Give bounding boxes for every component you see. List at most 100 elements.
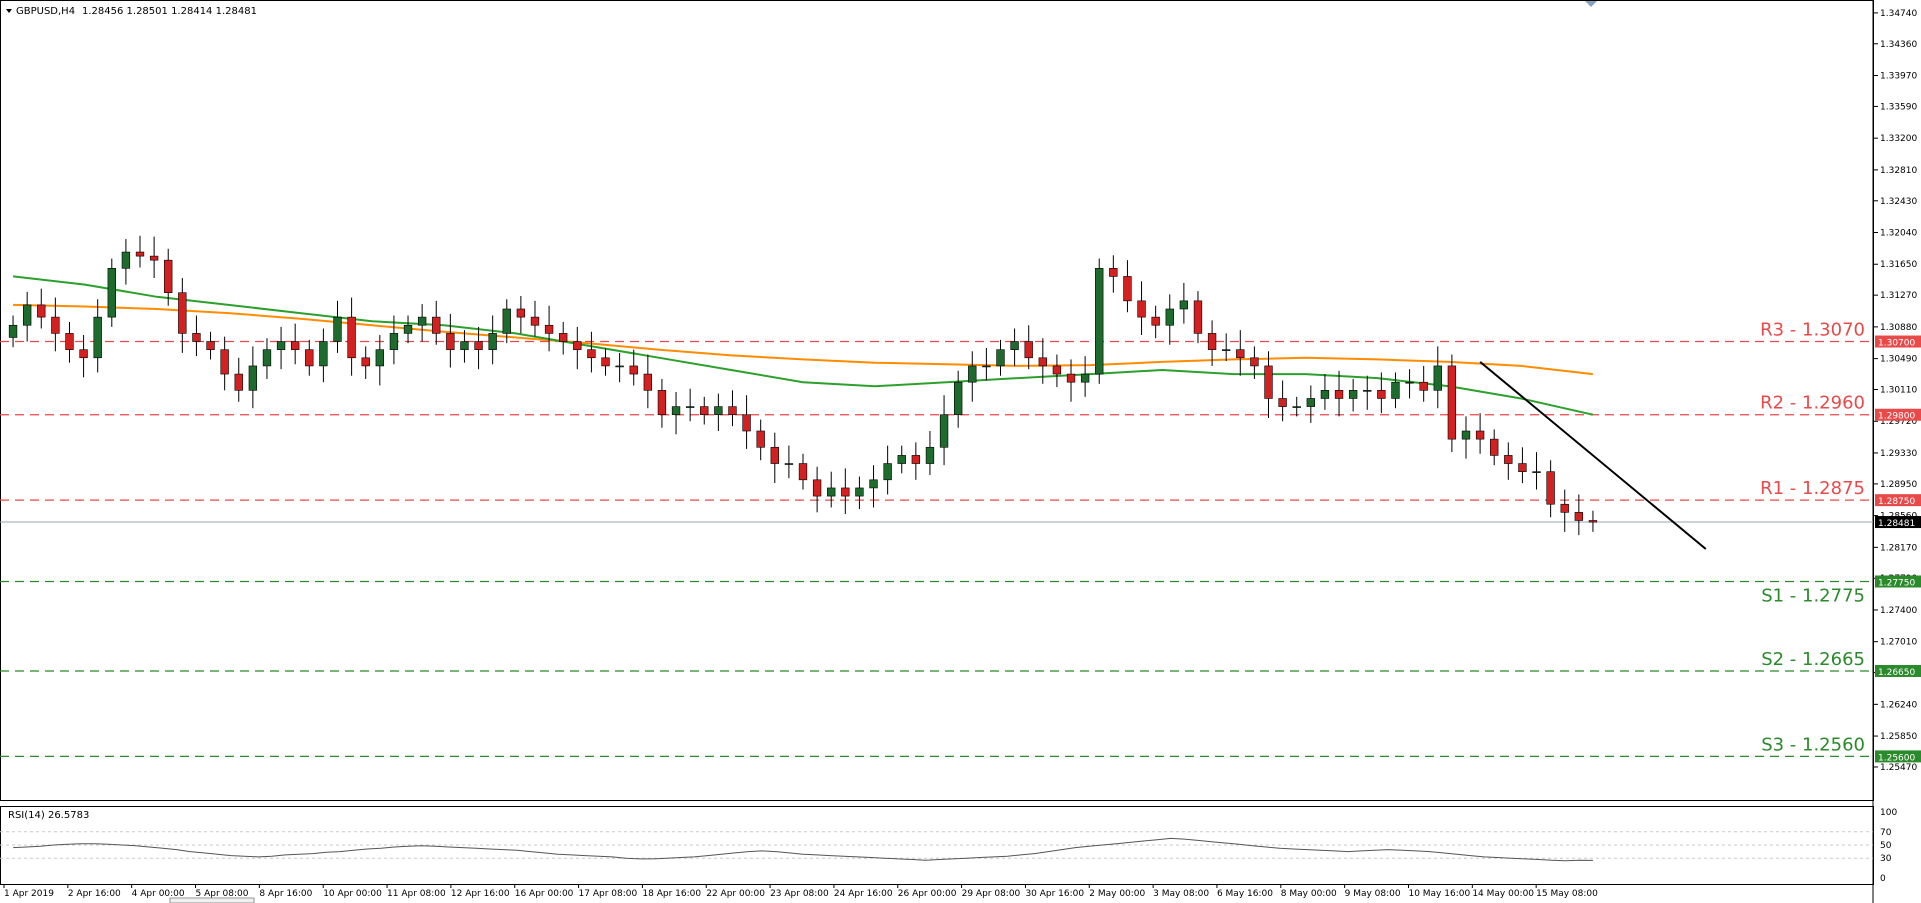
price-tick-label: 1.34360 bbox=[1880, 40, 1917, 50]
bull-candle bbox=[1179, 300, 1189, 310]
bull-candle bbox=[333, 316, 342, 342]
bear-candle bbox=[629, 365, 638, 375]
level-price-tag bbox=[1875, 408, 1921, 421]
time-tick-label: 17 Apr 08:00 bbox=[579, 889, 638, 899]
bear-candle bbox=[432, 316, 441, 334]
time-tick-label: 15 May 08:00 bbox=[1536, 889, 1598, 899]
price-tick-label: 1.31650 bbox=[1880, 260, 1917, 270]
time-tick-label: 9 May 08:00 bbox=[1345, 889, 1401, 899]
bull-candle bbox=[107, 268, 116, 318]
level-price-tag bbox=[1875, 750, 1921, 763]
bear-candle bbox=[643, 373, 653, 391]
price-tick-label: 1.33200 bbox=[1880, 134, 1917, 144]
bear-candle bbox=[1109, 268, 1118, 277]
bull-candle bbox=[939, 414, 949, 448]
time-tick-label: 1 Apr 2019 bbox=[4, 889, 54, 899]
bear-candle bbox=[178, 292, 187, 334]
level-label: S3 - 1.2560 bbox=[1761, 734, 1865, 755]
bear-candle bbox=[305, 349, 314, 367]
bull-candle bbox=[375, 349, 384, 367]
bear-candle bbox=[1123, 276, 1132, 302]
level-price-tag bbox=[1875, 335, 1921, 348]
bull-candle bbox=[1391, 381, 1400, 399]
bear-candle bbox=[911, 455, 921, 464]
bear-candle bbox=[290, 341, 300, 350]
bear-candle bbox=[206, 341, 215, 350]
time-tick-label: 23 Apr 08:00 bbox=[770, 889, 829, 899]
bear-candle bbox=[51, 316, 60, 334]
bull-candle bbox=[488, 333, 497, 350]
chart-tab[interactable] bbox=[169, 897, 255, 903]
level-label: R3 - 1.3070 bbox=[1760, 320, 1865, 341]
bear-candle bbox=[65, 333, 74, 350]
time-tick-label: 12 Apr 16:00 bbox=[451, 889, 510, 899]
bear-candle bbox=[798, 463, 808, 481]
price-tick-label: 1.33590 bbox=[1880, 102, 1917, 112]
bull-candle bbox=[276, 341, 286, 350]
ohlc-values: 1.28456 1.28501 1.28414 1.28481 bbox=[82, 6, 257, 17]
bull-candle bbox=[1433, 365, 1442, 391]
bear-candle bbox=[1066, 373, 1076, 383]
bear-candle bbox=[79, 349, 88, 359]
price-tick-label: 1.28950 bbox=[1880, 480, 1917, 490]
level-label: S1 - 1.2775 bbox=[1761, 585, 1865, 606]
price-tick-label: 1.27400 bbox=[1880, 606, 1917, 616]
time-tick-label: 10 May 16:00 bbox=[1408, 889, 1470, 899]
time-tick-label: 26 Apr 00:00 bbox=[898, 889, 957, 899]
current-price-tag-text: 1.28481 bbox=[1878, 519, 1915, 529]
rsi-layer: 100 70 50 30 0 bbox=[0, 808, 1897, 884]
ma-fast-line bbox=[13, 303, 1594, 376]
bull-candle bbox=[22, 304, 32, 326]
time-tick-label: 4 Apr 00:00 bbox=[132, 889, 185, 899]
bear-candle bbox=[361, 357, 370, 367]
bull-candle bbox=[925, 446, 935, 464]
candles-layer bbox=[8, 235, 1598, 536]
bear-candle bbox=[1207, 333, 1217, 350]
time-tick-label: 29 Apr 08:00 bbox=[962, 889, 1021, 899]
bull-candle bbox=[1461, 430, 1471, 440]
bear-candle bbox=[1137, 300, 1146, 318]
bear-candle bbox=[1377, 390, 1386, 399]
bear-candle bbox=[1151, 316, 1160, 326]
time-tick-label: 30 Apr 16:00 bbox=[1025, 889, 1084, 899]
bear-candle bbox=[516, 308, 526, 318]
bear-candle bbox=[1560, 503, 1569, 513]
bull-candle bbox=[1306, 398, 1316, 407]
ma-slow-line bbox=[12, 275, 1594, 416]
bear-candle bbox=[601, 357, 610, 367]
bear-candle bbox=[1278, 398, 1287, 407]
time-tick-label: 16 Apr 00:00 bbox=[515, 889, 574, 899]
bear-candle bbox=[1052, 365, 1062, 375]
shift-marker-icon[interactable] bbox=[1585, 1, 1597, 7]
menu-triangle-icon[interactable] bbox=[6, 9, 12, 13]
bull-candle bbox=[1320, 390, 1330, 399]
bear-candle bbox=[573, 341, 582, 350]
main-chart-frame bbox=[0, 0, 1874, 801]
time-tick-label: 2 Apr 16:00 bbox=[68, 889, 121, 899]
bear-candle bbox=[1264, 365, 1273, 399]
bull-candle bbox=[417, 316, 427, 326]
bull-candle bbox=[248, 365, 258, 391]
price-tick-label: 1.27010 bbox=[1880, 638, 1917, 648]
bear-candle bbox=[812, 479, 822, 497]
moving-averages-layer bbox=[12, 275, 1594, 416]
bull-candle bbox=[319, 341, 328, 367]
bull-candle bbox=[403, 324, 413, 334]
bear-candle bbox=[700, 406, 709, 416]
bear-candle bbox=[756, 430, 765, 448]
bull-candle bbox=[1532, 471, 1541, 473]
bull-candle bbox=[897, 455, 906, 464]
bull-candle bbox=[869, 479, 878, 489]
bear-candle bbox=[1334, 390, 1344, 399]
time-tick-label: 14 May 00:00 bbox=[1472, 889, 1534, 899]
rsi-tick-label: 70 bbox=[1880, 828, 1892, 838]
price-tick-label: 1.25850 bbox=[1880, 732, 1917, 742]
level-price-tag-text: 1.30700 bbox=[1878, 339, 1915, 349]
bear-candle bbox=[1193, 300, 1203, 334]
level-price-tag bbox=[1875, 494, 1921, 507]
bull-candle bbox=[1010, 341, 1019, 350]
bear-candle bbox=[544, 324, 554, 334]
bear-candle bbox=[446, 333, 455, 350]
time-tick-label: 5 Apr 08:00 bbox=[196, 889, 249, 899]
